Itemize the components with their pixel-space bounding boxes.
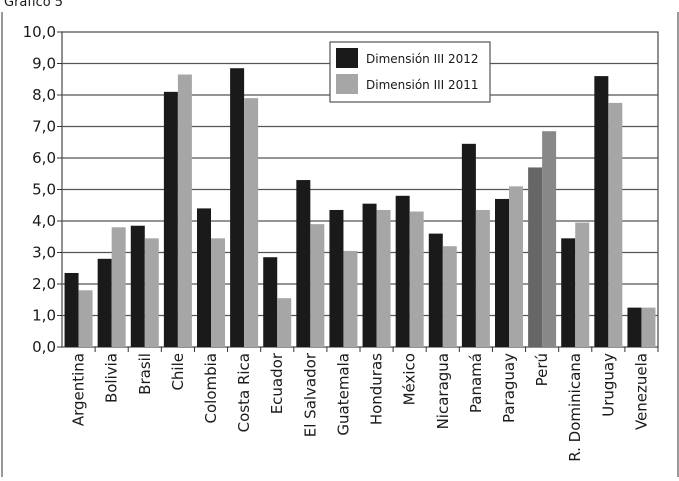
x-category-label: R. Dominicana — [566, 353, 584, 462]
bar-2011 — [376, 209, 391, 347]
bar-2011 — [211, 238, 225, 347]
axes: 0,0 1,0 2,0 3,0 4,0 5,0 6,0 7,0 8,0 9,0 10,0 Argent… — [23, 23, 659, 462]
y-tick-label: 9,0 — [32, 55, 56, 73]
bars — [64, 68, 656, 348]
bar-2011 — [409, 211, 424, 347]
bar-2011 — [310, 224, 325, 347]
bar-2011 — [111, 227, 126, 347]
bar-2012 — [296, 180, 311, 347]
x-category-label: Paraguay — [500, 353, 518, 423]
bar-2011 — [244, 98, 259, 348]
bar-2011 — [509, 186, 523, 347]
bar-2011 — [575, 222, 590, 347]
bar-2012 — [362, 203, 377, 347]
x-category-label: Perú — [533, 353, 551, 386]
x-category-label: Uruguay — [599, 353, 617, 417]
bar-2012 — [230, 68, 245, 347]
bar-2012 — [395, 195, 410, 347]
y-tick-label: 10,0 — [23, 23, 56, 41]
legend: Dimensión III 2012 Dimensión III 2011 — [329, 41, 491, 103]
x-category-label: Argentina — [70, 353, 88, 426]
bar-2012 — [594, 76, 609, 347]
y-tick-label: 5,0 — [32, 181, 56, 199]
x-category-label: Panamá — [467, 353, 485, 413]
y-tick-label: 7,0 — [32, 118, 56, 136]
x-category-label: Costa Rica — [235, 353, 253, 432]
bar-2012 — [97, 258, 112, 347]
x-category-label: Venezuela — [632, 353, 650, 430]
x-category-label: Brasil — [136, 353, 154, 395]
legend-label: Dimensión III 2012 — [366, 52, 479, 66]
bar-2012 — [163, 91, 178, 347]
bar-2012 — [329, 209, 344, 347]
bar-2012 — [495, 198, 509, 347]
bar-2011 — [177, 74, 192, 348]
y-tick-label: 8,0 — [32, 86, 56, 104]
bar-2011 — [542, 131, 557, 347]
y-tick-label: 3,0 — [32, 244, 56, 262]
bar-2011 — [442, 246, 457, 347]
bar-2012 — [64, 272, 79, 347]
cropped-top-text: Gráfico 5 — [4, 0, 63, 10]
x-category-label: México — [401, 353, 419, 405]
bar-2011 — [475, 209, 490, 347]
x-category-label: Chile — [169, 353, 187, 391]
bar-2012 — [528, 167, 543, 347]
y-tick-label: 2,0 — [32, 275, 56, 293]
bar-2011 — [144, 238, 159, 347]
bar-2011 — [608, 102, 623, 347]
bar-2012 — [197, 208, 211, 347]
x-category-label: El Salvador — [301, 352, 319, 437]
y-tick-label: 6,0 — [32, 149, 56, 167]
bar-2011 — [343, 250, 358, 347]
bar-2011 — [641, 307, 656, 347]
legend-swatch — [336, 48, 358, 68]
y-tick-label: 1,0 — [32, 307, 56, 325]
bar-2012 — [627, 307, 642, 347]
x-category-label: Honduras — [368, 353, 386, 425]
legend-swatch — [336, 74, 358, 94]
bar-2011 — [277, 298, 292, 347]
gridlines — [62, 62, 658, 317]
x-category-label: Colombia — [202, 353, 220, 424]
x-category-label: Ecuador — [268, 352, 286, 414]
bar-2012 — [461, 143, 476, 347]
bar-2012 — [428, 233, 443, 347]
y-tick-label: 0,0 — [32, 338, 56, 356]
legend-label: Dimensión III 2011 — [366, 78, 479, 92]
x-category-label: Bolivia — [103, 353, 121, 403]
bar-2012 — [130, 225, 145, 347]
y-tick-label: 4,0 — [32, 212, 56, 230]
bar-2012 — [263, 257, 278, 347]
bar-2011 — [78, 290, 93, 347]
x-category-label: Nicaragua — [434, 353, 452, 429]
x-category-label: Guatemala — [334, 353, 352, 436]
bar-2012 — [561, 238, 576, 347]
